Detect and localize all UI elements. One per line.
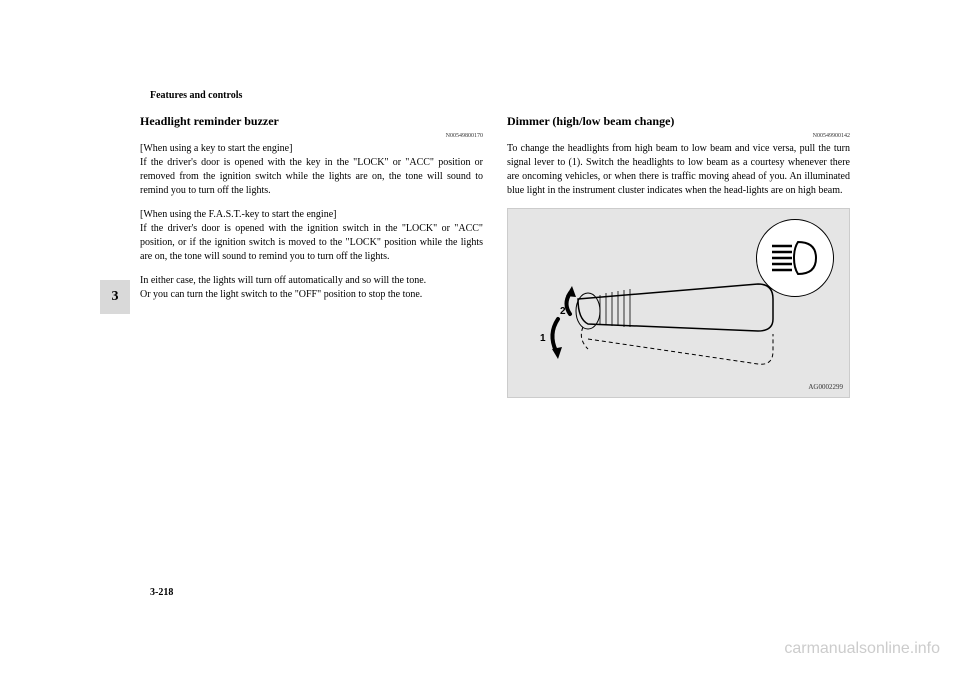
- left-p1-text: If the driver's door is opened with the …: [140, 157, 483, 196]
- left-para3: In either case, the lights will turn off…: [140, 274, 483, 302]
- left-code: N00549800170: [140, 132, 483, 140]
- chapter-tab: 3: [100, 280, 130, 314]
- arrow-2-label: 2: [560, 306, 566, 317]
- page-number: 3-218: [150, 587, 173, 598]
- left-p2-text: If the driver's door is opened with the …: [140, 223, 483, 262]
- left-column: Headlight reminder buzzer N00549800170 […: [140, 113, 483, 398]
- arrow-1-label: 1: [540, 333, 546, 344]
- content-columns: Headlight reminder buzzer N00549800170 […: [140, 113, 850, 398]
- left-p4-text: Or you can turn the light switch to the …: [140, 289, 422, 300]
- right-code: N00549900142: [507, 132, 850, 140]
- manual-page: Features and controls 3 Headlight remind…: [0, 0, 960, 678]
- left-p1-label: [When using a key to start the engine]: [140, 143, 292, 154]
- right-p1: To change the headlights from high beam …: [507, 142, 850, 198]
- chapter-number: 3: [112, 289, 119, 305]
- figure-code: AG0002299: [808, 383, 843, 393]
- left-title: Headlight reminder buzzer: [140, 113, 483, 130]
- watermark: carmanualsonline.info: [784, 640, 940, 658]
- section-header: Features and controls: [150, 90, 850, 101]
- left-para2: [When using the F.A.S.T.-key to start th…: [140, 208, 483, 264]
- right-title: Dimmer (high/low beam change): [507, 113, 850, 130]
- right-column: Dimmer (high/low beam change) N005499001…: [507, 113, 850, 398]
- lever-svg: 1 2: [528, 269, 788, 389]
- left-para1: [When using a key to start the engine] I…: [140, 142, 483, 198]
- dimmer-figure: 1 2 AG0002299: [507, 208, 850, 398]
- left-p2-label: [When using the F.A.S.T.-key to start th…: [140, 209, 336, 220]
- left-p3-text: In either case, the lights will turn off…: [140, 275, 426, 286]
